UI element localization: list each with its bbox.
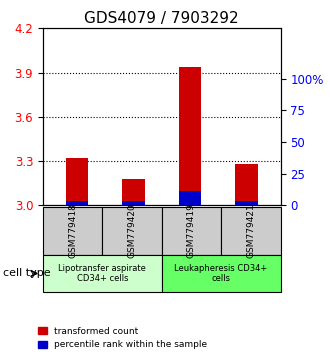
- Bar: [66, 158, 88, 205]
- Legend: transformed count, percentile rank within the sample: transformed count, percentile rank withi…: [38, 327, 207, 349]
- Bar: [122, 201, 145, 205]
- Bar: [122, 179, 145, 205]
- Text: GSM779418: GSM779418: [68, 204, 77, 258]
- Text: Lipotransfer aspirate
CD34+ cells: Lipotransfer aspirate CD34+ cells: [58, 264, 146, 283]
- Text: GSM779420: GSM779420: [127, 204, 137, 258]
- Title: GDS4079 / 7903292: GDS4079 / 7903292: [84, 11, 239, 26]
- Bar: [235, 164, 258, 205]
- Text: GSM779421: GSM779421: [246, 204, 255, 258]
- Bar: [235, 201, 258, 205]
- Bar: [179, 67, 201, 205]
- Bar: [179, 190, 201, 205]
- Text: cell type: cell type: [3, 268, 51, 279]
- Text: GSM779419: GSM779419: [187, 204, 196, 258]
- Text: Leukapheresis CD34+
cells: Leukapheresis CD34+ cells: [175, 264, 268, 283]
- Bar: [66, 201, 88, 205]
